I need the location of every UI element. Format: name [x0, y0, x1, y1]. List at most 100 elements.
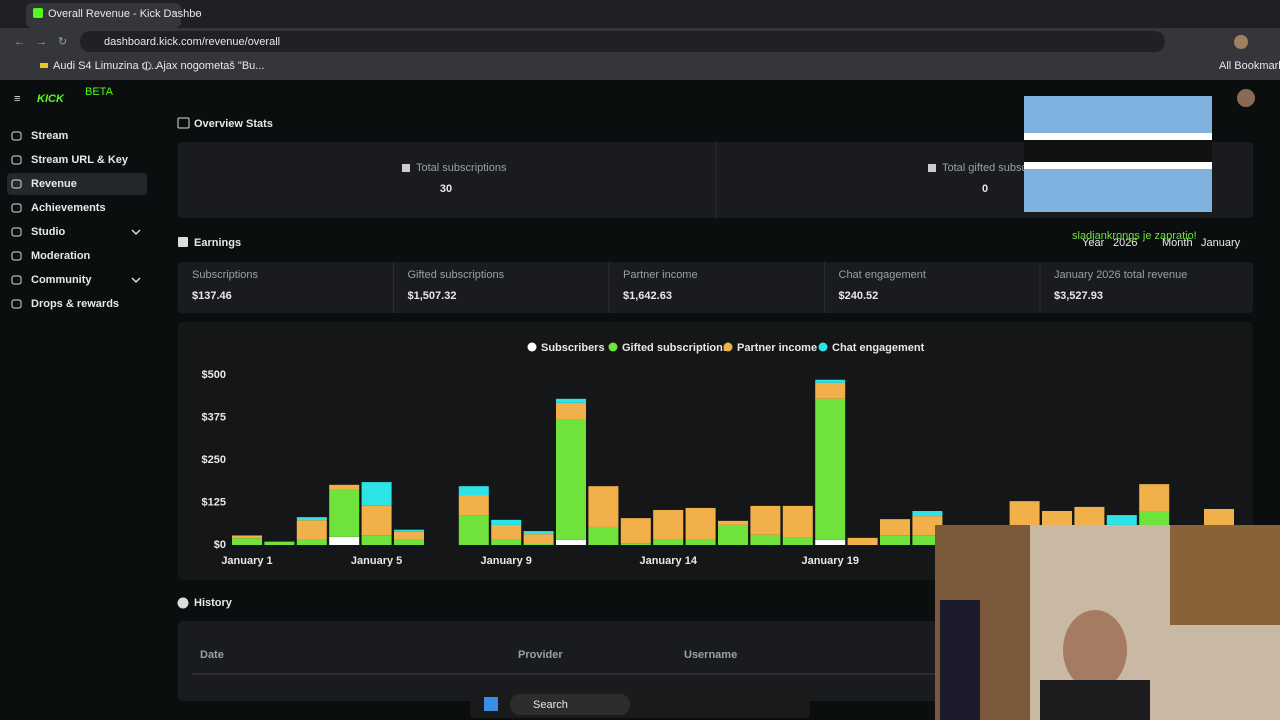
- bar-segment: [523, 534, 554, 544]
- y-tick-label: $0: [214, 539, 226, 551]
- tab[interactable]: [26, 3, 181, 28]
- bar-segment: [523, 543, 554, 545]
- menu[interactable]: ≡: [14, 93, 20, 105]
- x-tick-label: January 1: [221, 555, 272, 567]
- stat-label: Chat engagement: [839, 269, 926, 281]
- flag-black: [1024, 140, 1212, 162]
- bookmark[interactable]: Audi S4 Limuzina u...: [53, 60, 157, 72]
- avatar[interactable]: [1237, 89, 1255, 107]
- bar-segment: [394, 529, 424, 532]
- column-header: Username: [684, 649, 737, 661]
- stat-value: $137.46: [192, 290, 232, 302]
- x-tick-label: January 9: [481, 555, 532, 567]
- profile[interactable]: [1234, 35, 1248, 49]
- bar-segment: [815, 379, 846, 383]
- stat-value: 30: [440, 183, 452, 195]
- section-icon: [177, 117, 190, 129]
- active-item-bg: [7, 173, 147, 195]
- bar-segment: [750, 534, 781, 545]
- new-tab[interactable]: +: [194, 8, 200, 20]
- stat-label: January 2026 total revenue: [1054, 269, 1187, 281]
- chevron: [131, 229, 141, 236]
- bar-segment: [912, 511, 943, 517]
- logo[interactable]: KICK: [37, 93, 65, 105]
- nav-item[interactable]: Moderation: [31, 250, 91, 262]
- nav-item[interactable]: Drops & rewards: [31, 298, 119, 310]
- bar-segment: [653, 509, 684, 540]
- stat-label: Total gifted subscrip: [942, 162, 1039, 174]
- chevron: [131, 277, 141, 284]
- bar-segment: [296, 539, 327, 545]
- nav-item[interactable]: Stream: [31, 130, 69, 142]
- bar-segment: [491, 524, 522, 540]
- bar-segment: [718, 524, 748, 545]
- bar-segment: [556, 402, 586, 420]
- sidebar: Stream Stream URL & Key Revenue Achievement…: [11, 130, 141, 310]
- bar-segment: [523, 531, 554, 535]
- stat-icon: [928, 164, 936, 172]
- bar-segment: [394, 539, 424, 545]
- y-tick-label: $375: [202, 411, 226, 423]
- nav-item[interactable]: Community: [31, 274, 92, 286]
- y-tick-label: $125: [202, 496, 226, 508]
- y-tick-label: $500: [202, 369, 226, 381]
- bookmark-icon: [40, 63, 48, 68]
- nav-icon: [11, 155, 22, 165]
- y-tick-label: $250: [202, 454, 226, 466]
- search-box[interactable]: [510, 694, 630, 715]
- earnings-card: [178, 262, 1253, 313]
- month-select[interactable]: January: [1201, 237, 1241, 249]
- back[interactable]: ←: [14, 36, 25, 48]
- nav-icon: [11, 227, 22, 237]
- tab-close[interactable]: ×: [171, 8, 177, 20]
- bar-segment: [912, 535, 943, 545]
- bar-segment: [556, 419, 586, 540]
- bar-segment: [458, 486, 489, 496]
- section-title: History: [194, 597, 233, 609]
- forward[interactable]: →: [36, 36, 47, 48]
- bar-segment: [329, 484, 360, 490]
- bar-segment: [296, 520, 327, 540]
- nav-icon: [11, 251, 22, 261]
- favicon: [33, 8, 43, 18]
- follow-notification: sladjankrongs je zapratio!: [1072, 230, 1197, 242]
- bar-segment: [718, 520, 748, 525]
- nav-icon: [11, 275, 22, 285]
- flag-overlay: [1024, 96, 1212, 212]
- year-select[interactable]: 2026: [1113, 237, 1137, 249]
- legend-label[interactable]: Gifted subscriptions: [622, 342, 729, 354]
- x-tick-label: January 5: [351, 555, 402, 567]
- bar-segment: [556, 398, 586, 403]
- nav-icon: [11, 299, 22, 309]
- start-button[interactable]: [484, 697, 498, 711]
- legend-label[interactable]: Subscribers: [541, 342, 605, 354]
- bar-segment: [1139, 484, 1170, 511]
- chart-card: [178, 322, 1253, 580]
- stat-label: Gifted subscriptions: [408, 269, 505, 281]
- search-label: Search: [533, 699, 568, 711]
- reload[interactable]: ↻: [58, 36, 67, 48]
- stat-value: 0: [982, 183, 988, 195]
- webcam-shirt: [1040, 680, 1150, 720]
- nav-item[interactable]: Stream URL & Key: [31, 154, 129, 166]
- bar-segment: [329, 536, 360, 545]
- stat-value: $1,507.32: [408, 290, 457, 302]
- legend-swatch: [818, 342, 828, 352]
- nav-item[interactable]: Achievements: [31, 202, 106, 214]
- bar-segment: [782, 505, 813, 538]
- nav-icon: [11, 131, 22, 141]
- legend-label[interactable]: Partner income: [737, 342, 817, 354]
- nav-item[interactable]: Studio: [31, 226, 65, 238]
- legend-label[interactable]: Chat engagement: [832, 342, 925, 354]
- bar-segment: [458, 515, 489, 545]
- bar-segment: [815, 382, 846, 399]
- section-title: Earnings: [194, 237, 241, 249]
- bookmark[interactable]: Ajax nogometaš "Bu...: [156, 60, 264, 72]
- nav-icon: [11, 203, 22, 213]
- nav-item[interactable]: Revenue: [31, 178, 77, 190]
- address-bar[interactable]: [80, 31, 1165, 52]
- bar-segment: [653, 539, 684, 545]
- all-bookmarks[interactable]: All Bookmarks: [1219, 60, 1280, 72]
